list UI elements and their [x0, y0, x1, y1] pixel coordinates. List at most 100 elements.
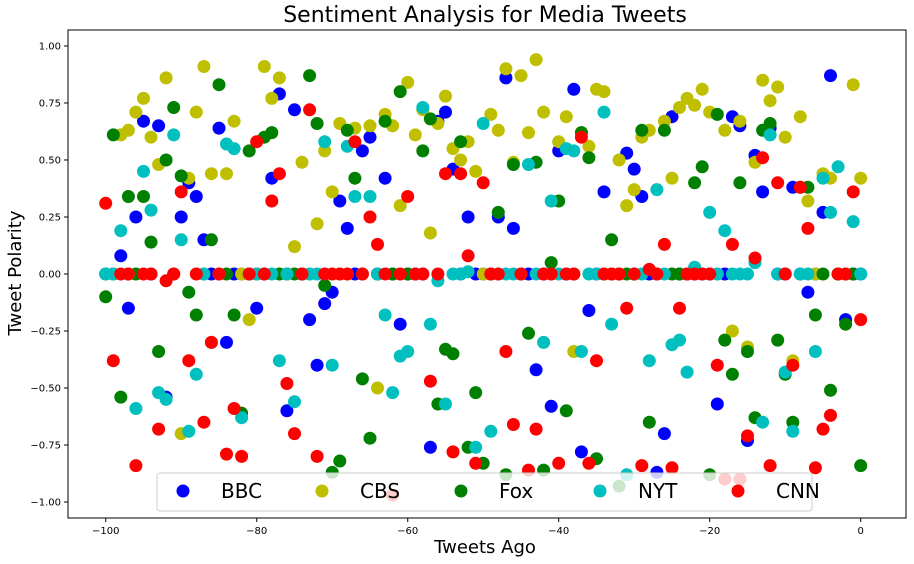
- nyt-point: [280, 267, 294, 281]
- cbs-point: [423, 226, 437, 240]
- bbc-point: [310, 358, 324, 372]
- bbc-point: [801, 285, 815, 299]
- cnn-point: [741, 429, 754, 443]
- fox-point: [378, 114, 392, 128]
- cbs-point: [756, 73, 770, 87]
- cnn-point: [401, 190, 415, 203]
- bbc-point: [824, 69, 837, 83]
- cnn-point: [582, 456, 596, 470]
- fox-point: [114, 390, 128, 404]
- cnn-point: [174, 185, 188, 199]
- bbc-point: [363, 130, 377, 144]
- cnn-point: [257, 267, 271, 281]
- cbs-point: [159, 71, 173, 85]
- fox-point: [137, 190, 150, 203]
- bbc-point: [439, 105, 452, 119]
- fox-point: [265, 126, 279, 140]
- cnn-point: [499, 345, 513, 358]
- cnn-point: [590, 354, 603, 368]
- x-tick-label: −20: [699, 526, 720, 537]
- fox-point: [106, 128, 120, 142]
- cbs-point: [793, 110, 807, 124]
- fox-point: [212, 78, 226, 92]
- cnn-point: [778, 267, 792, 281]
- cbs-point: [220, 167, 233, 181]
- nyt-point: [363, 190, 377, 203]
- cbs-point: [393, 199, 407, 213]
- nyt-point: [461, 265, 475, 279]
- nyt-point: [189, 367, 203, 381]
- nyt-point: [642, 354, 656, 368]
- legend-label-cbs: CBS: [360, 479, 400, 503]
- nyt-point: [756, 415, 770, 429]
- fox-point: [733, 176, 747, 190]
- legend: BBC CBS Fox NYT CNN: [156, 472, 820, 512]
- cnn-point: [106, 354, 120, 368]
- y-axis: −1.00 −0.75 −0.50 −0.25 0.00 0.25 0.50 0.75 1.00: [30, 41, 68, 509]
- nyt-point: [137, 164, 150, 178]
- cbs-point: [688, 98, 702, 112]
- cnn-point: [612, 267, 626, 281]
- fox-point: [144, 235, 158, 249]
- cbs-point: [484, 107, 498, 121]
- nyt-point: [544, 194, 558, 208]
- cnn-point: [491, 267, 505, 281]
- fox-point: [363, 431, 377, 445]
- cnn-point: [506, 418, 520, 431]
- fox-point: [242, 144, 256, 158]
- cbs-point: [363, 119, 377, 133]
- cnn-point: [280, 377, 294, 390]
- fox-point: [121, 190, 135, 203]
- fox-point: [522, 326, 535, 340]
- cnn-point: [167, 267, 181, 281]
- nyt-point: [325, 358, 339, 372]
- cnn-point: [635, 459, 649, 473]
- cnn-point: [665, 461, 679, 475]
- nyt-point: [182, 424, 196, 438]
- bbc-point: [129, 210, 143, 224]
- nyt-point: [174, 233, 188, 247]
- cnn-point: [204, 335, 218, 349]
- cbs-point: [439, 89, 452, 103]
- cbs-point: [454, 153, 468, 167]
- fox-point: [310, 117, 324, 130]
- nyt-point: [824, 205, 837, 219]
- cbs-point: [129, 105, 143, 119]
- cnn-point: [348, 135, 362, 149]
- cbs-point: [288, 240, 301, 254]
- cbs-point: [695, 82, 709, 96]
- y-tick-label: 1.00: [39, 41, 61, 52]
- cbs-point: [559, 110, 573, 124]
- nyt-point: [469, 440, 483, 454]
- y-tick-label: −1.00: [30, 498, 61, 509]
- cnn-point: [303, 103, 317, 117]
- bbc-point: [340, 221, 354, 235]
- bbc-point: [710, 397, 724, 411]
- fox-point: [227, 308, 241, 322]
- cbs-point: [144, 130, 158, 144]
- x-tick-label: −60: [397, 526, 418, 537]
- bbc-point: [423, 440, 437, 454]
- cbs-point: [673, 101, 686, 114]
- bbc-point: [657, 427, 671, 441]
- fox-point: [355, 372, 369, 386]
- points-layer: [99, 53, 868, 502]
- nyt-point: [348, 190, 362, 203]
- cbs-point: [227, 114, 241, 128]
- cbs-point: [537, 105, 551, 119]
- cbs-point: [522, 126, 535, 140]
- cbs-point: [121, 123, 135, 137]
- cbs-point: [582, 139, 596, 153]
- nyt-point: [786, 424, 800, 438]
- fox-point: [635, 123, 649, 137]
- bbc-point: [627, 162, 641, 176]
- nyt-point: [235, 411, 249, 425]
- fox-point: [741, 345, 754, 358]
- cbs-point: [771, 80, 785, 94]
- fox-point: [393, 85, 407, 99]
- cnn-point: [265, 194, 279, 208]
- nyt-point: [144, 203, 158, 217]
- bbc-point: [499, 71, 513, 85]
- nyt-point: [605, 317, 619, 331]
- cbs-point: [763, 94, 777, 108]
